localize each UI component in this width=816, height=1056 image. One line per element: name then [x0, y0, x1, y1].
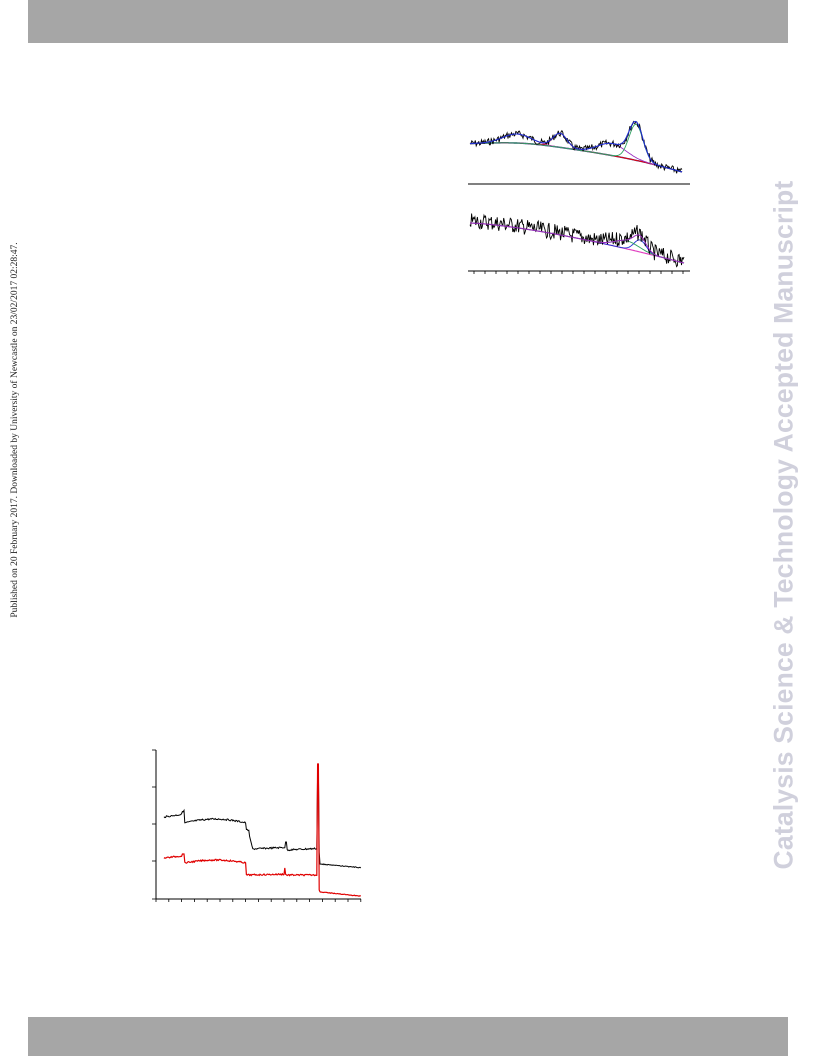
spectra-figure	[468, 120, 690, 274]
header-band	[28, 0, 788, 43]
time-series-x-ticks	[155, 899, 362, 902]
spectrum-bottom-ticks	[473, 271, 684, 274]
time-series-black-trace	[163, 771, 362, 869]
spectrum-top-raw-trace	[469, 120, 683, 174]
spectrum-top-panel	[468, 120, 690, 185]
watermark-text: Catalysis Science & Technology Accepted …	[768, 180, 799, 870]
spectrum-bottom-fit	[470, 222, 685, 264]
spectrum-bottom-raw-trace	[469, 213, 685, 268]
spectrum-bottom-panel	[468, 213, 690, 274]
spectrum-top-component-1	[470, 133, 683, 173]
publication-note-text: Published on 20 February 2017. Downloade…	[10, 242, 20, 618]
time-series-y-ticks	[152, 749, 156, 900]
spectrum-top-fit	[470, 120, 683, 173]
footer-band	[28, 1017, 788, 1056]
time-series-figure	[152, 749, 362, 902]
time-series-red-trace	[163, 763, 362, 897]
